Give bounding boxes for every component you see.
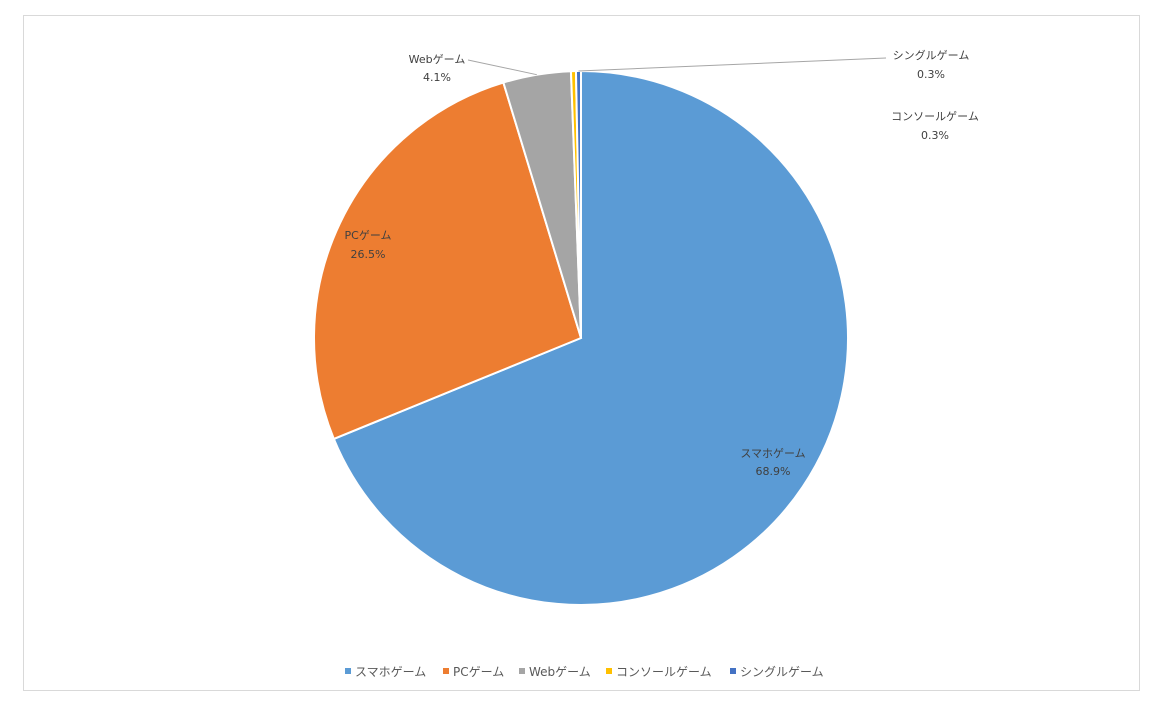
slice-smartphone	[332, 69, 849, 606]
legend-label: シングルゲーム	[740, 665, 824, 679]
data-label-console: コンソールゲーム 0.3%	[891, 110, 979, 142]
data-label-name: シングルゲーム	[893, 48, 970, 62]
data-label-web: Webゲーム 4.1%	[409, 53, 466, 84]
leader-line-web	[467, 59, 537, 76]
legend-label: コンソールゲーム	[616, 665, 712, 679]
data-label-name: スマホゲーム	[740, 447, 805, 460]
pie-slices	[313, 69, 849, 606]
legend-swatch-console	[606, 668, 612, 674]
slice-pc	[313, 81, 583, 441]
legend: スマホゲーム PCゲーム Webゲーム コンソールゲーム シングルゲーム	[345, 665, 824, 679]
leader-line-single	[578, 57, 887, 72]
legend-label: スマホゲーム	[355, 665, 426, 679]
legend-swatch-smartphone	[345, 668, 351, 674]
legend-swatch-web	[519, 668, 525, 674]
leader-lines	[467, 57, 887, 76]
legend-label: Webゲーム	[529, 665, 591, 679]
data-label-value: 4.1%	[423, 71, 451, 84]
data-label-smartphone: スマホゲーム 68.9%	[740, 447, 805, 478]
data-label-value: 0.3%	[921, 129, 949, 142]
legend-swatch-single	[730, 668, 736, 674]
data-label-single: シングルゲーム 0.3%	[893, 48, 970, 81]
data-label-value: 0.3%	[917, 68, 945, 81]
data-label-pc: PCゲーム 26.5%	[345, 229, 392, 261]
data-label-name: PCゲーム	[345, 229, 392, 242]
data-label-value: 26.5%	[351, 248, 386, 261]
legend-label: PCゲーム	[453, 665, 504, 679]
legend-swatch-pc	[443, 668, 449, 674]
data-label-value: 68.9%	[756, 465, 791, 478]
data-label-name: Webゲーム	[409, 53, 466, 66]
data-label-name: コンソールゲーム	[891, 110, 979, 123]
